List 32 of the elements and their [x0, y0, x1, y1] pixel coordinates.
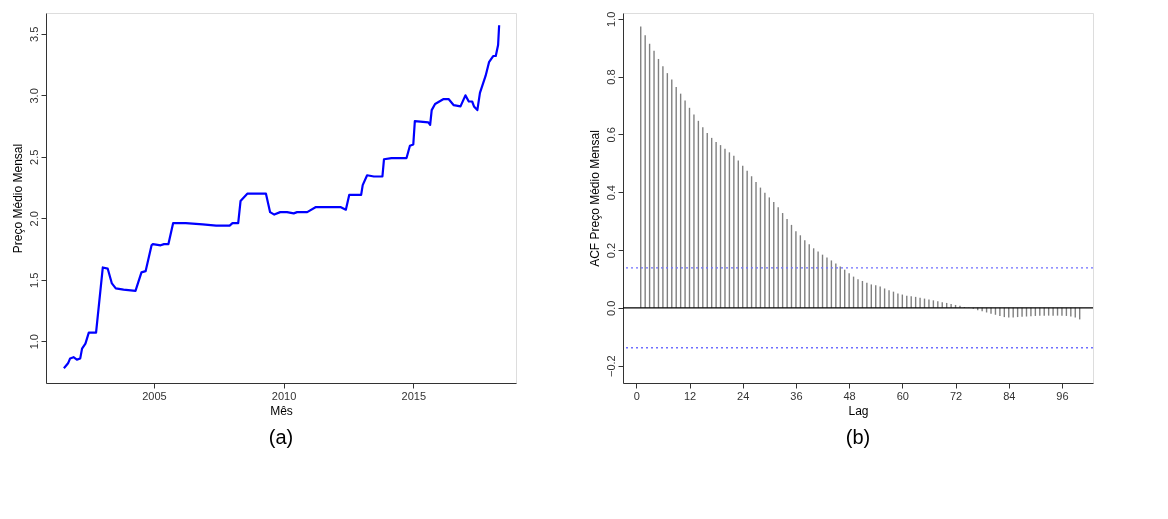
y-tick-label: 0.6 [604, 127, 617, 143]
x-tick-label: 2015 [401, 389, 427, 402]
y-tick-label: 0.2 [604, 242, 617, 259]
x-tick-label: 2010 [271, 389, 297, 402]
text: (a) [268, 426, 294, 448]
y-tick-label: 0.0 [604, 300, 617, 316]
y-tick-label: 0.8 [604, 69, 617, 85]
x-tick-label: 36 [790, 389, 803, 402]
x-tick-label: 0 [633, 389, 640, 402]
y-axis-title: ACF Preço Médio Mensal [587, 130, 602, 267]
line-series [62, 24, 501, 370]
x-tick-label: 96 [1056, 389, 1069, 402]
y-tick-label: 3.5 [27, 26, 40, 43]
y-tick-label: 1.0 [604, 11, 617, 27]
y-tick-label: 1.5 [27, 272, 40, 288]
y-tick-label: 2.0 [27, 211, 40, 227]
y-tick-label: 0.4 [604, 185, 617, 201]
x-axis-title: Lag [848, 403, 869, 418]
x-tick-label: 72 [949, 389, 963, 402]
y-tick-label: 3.0 [27, 88, 40, 104]
y-tick-label: −0.2 [604, 355, 617, 378]
y-tick-label: 1.0 [27, 334, 40, 350]
y-axis-title: Preço Médio Mensal [10, 143, 25, 254]
x-tick-label: 2005 [142, 389, 167, 402]
x-tick-label: 24 [737, 389, 750, 402]
text: (b) [845, 426, 871, 448]
y-tick-label: 2.5 [27, 149, 40, 165]
x-tick-label: 60 [896, 389, 909, 402]
x-tick-label: 12 [683, 389, 697, 402]
x-tick-label: 84 [1003, 389, 1016, 402]
x-axis-title: Mês [270, 403, 293, 418]
x-tick-label: 48 [843, 389, 856, 402]
